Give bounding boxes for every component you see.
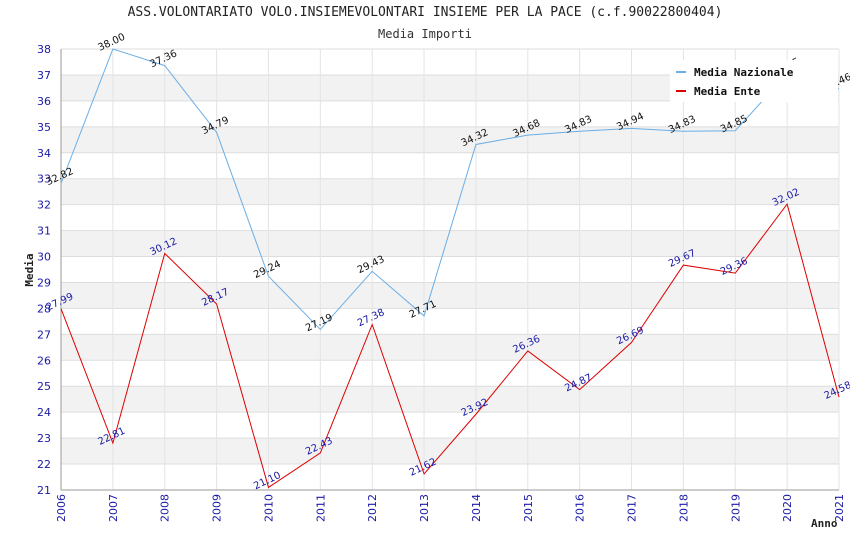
data-label: 27.99 <box>45 291 76 313</box>
x-tick-label: 2006 <box>55 494 68 522</box>
x-tick-label: 2018 <box>677 494 690 522</box>
series-line-media-nazionale <box>60 48 840 331</box>
grid-band <box>61 230 839 257</box>
grid-band <box>61 438 839 465</box>
y-tick-label: 29 <box>37 276 51 289</box>
y-tick-label: 28 <box>37 302 51 315</box>
x-tick-label: 2010 <box>262 494 275 522</box>
x-tick-label: 2016 <box>574 494 587 522</box>
y-tick-labels: 21 22 23 24 25 26 27 28 29 30 31 32 33 34 35 36 37 38 <box>37 43 51 497</box>
x-tick-label: 2019 <box>729 494 742 522</box>
x-axis-label: Anno <box>811 517 838 530</box>
chart-title: ASS.VOLONTARIATO VOLO.INSIEMEVOLONTARI I… <box>127 5 723 20</box>
y-tick-label: 38 <box>37 43 51 56</box>
y-tick-label: 32 <box>37 199 51 212</box>
y-tick-label: 22 <box>37 458 51 471</box>
grid-bands <box>61 74 839 465</box>
y-tick-label: 27 <box>37 328 51 341</box>
series-line-media-ente <box>60 203 840 489</box>
x-tick-label: 2008 <box>159 494 172 522</box>
y-tick-label: 24 <box>37 406 51 419</box>
y-tick-label: 37 <box>37 69 51 82</box>
data-label: 29.24 <box>252 259 283 281</box>
y-tick-label: 26 <box>37 354 51 367</box>
legend-entry: Media Ente <box>694 85 761 98</box>
data-label: 27.19 <box>304 312 335 334</box>
x-tick-label: 2021 <box>833 494 846 522</box>
x-tick-labels: 2006 2007 2008 2009 2010 2011 2012 2013 2014 2015… <box>55 494 846 522</box>
x-tick-label: 2020 <box>781 494 794 522</box>
y-tick-label: 34 <box>37 147 51 160</box>
y-axis-label: Media <box>23 253 36 286</box>
x-tick-label: 2017 <box>626 494 639 522</box>
legend-box <box>670 60 838 102</box>
y-tick-label: 35 <box>37 121 51 134</box>
legend-entry: Media Nazionale <box>694 66 794 79</box>
x-tick-label: 2012 <box>366 494 379 522</box>
x-tick-label: 2009 <box>211 494 224 522</box>
y-tick-label: 21 <box>37 484 51 497</box>
grid-band <box>61 386 839 413</box>
y-tick-label: 23 <box>37 432 51 445</box>
grid-band <box>61 334 839 361</box>
axes <box>60 49 839 491</box>
data-label: 37.36 <box>148 48 179 70</box>
grid-band <box>61 178 839 205</box>
grid-band <box>61 282 839 309</box>
series-lines <box>60 48 840 489</box>
y-tick-label: 31 <box>37 225 51 238</box>
x-tick-label: 2015 <box>522 494 535 522</box>
x-tick-label: 2007 <box>107 494 120 522</box>
legend: Media Nazionale Media Ente <box>670 60 838 102</box>
x-tick-label: 2014 <box>470 494 483 522</box>
chart-subtitle: Media Importi <box>378 27 472 41</box>
x-tick-label: 2013 <box>418 494 431 522</box>
y-tick-label: 33 <box>37 173 51 186</box>
data-label: 21.10 <box>252 470 283 492</box>
data-label: 29.36 <box>719 256 750 278</box>
y-tick-label: 36 <box>37 95 51 108</box>
y-tick-label: 25 <box>37 380 51 393</box>
y-tick-label: 30 <box>37 251 51 264</box>
x-tick-label: 2011 <box>314 494 327 522</box>
